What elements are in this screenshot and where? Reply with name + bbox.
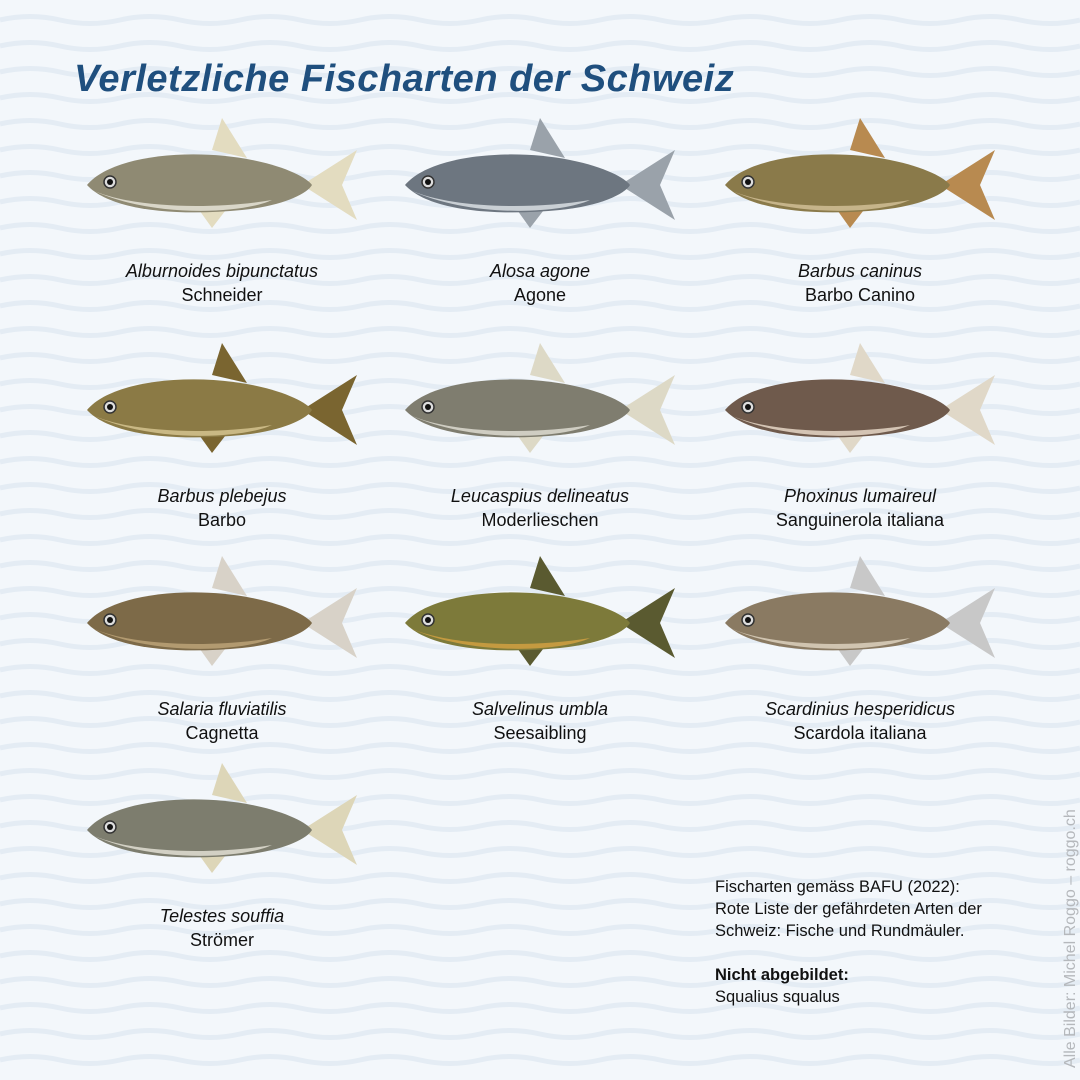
fish-illustration [87, 763, 357, 873]
wave-line [0, 222, 1080, 234]
source-line: Schweiz: Fische und Rundmäuler. [715, 922, 965, 940]
wave-line [0, 742, 1080, 754]
wave-line [0, 1028, 1080, 1040]
wave-line [0, 326, 1080, 338]
wave-line [0, 950, 1080, 962]
wave-line [0, 976, 1080, 988]
fish-card: Barbus caninus Barbo Canino [700, 110, 1020, 307]
species-latin-name: Leucaspius delineatus [450, 486, 630, 506]
wave-line [0, 300, 1080, 312]
fish-illustration [87, 118, 357, 228]
not-shown-species: Squalius squalus [715, 988, 840, 1006]
species-latin-name: Alosa agone [489, 261, 591, 281]
species-latin-name: Barbus caninus [797, 261, 923, 281]
species-common-name: Barbo Canino [804, 285, 916, 305]
page-title: Verletzliche Fischarten der Schweiz [74, 58, 735, 100]
species-latin-name: Phoxinus lumaireul [783, 486, 937, 506]
species-common-name: Schneider [181, 285, 263, 305]
species-latin-name: Scardinius hesperidicus [764, 699, 956, 719]
fish-illustration [87, 343, 357, 453]
wave-line [0, 92, 1080, 104]
fish-card: Leucaspius delineatus Moderlieschen [380, 335, 700, 532]
fish-illustration [405, 118, 675, 228]
species-latin-name: Telestes souffia [159, 906, 285, 926]
wave-line [0, 716, 1080, 728]
species-common-name: Sanguinerola italiana [775, 510, 945, 530]
wave-line [0, 664, 1080, 676]
wave-line [0, 768, 1080, 780]
wave-line [0, 14, 1080, 26]
wave-line [0, 66, 1080, 78]
fish-card: Barbus plebejus Barbo [62, 335, 382, 532]
species-latin-name: Salvelinus umbla [471, 699, 609, 719]
wave-line [0, 872, 1080, 884]
source-line: Fischarten gemäss BAFU (2022): [715, 878, 960, 896]
wave-line [0, 456, 1080, 468]
fish-illustration [725, 556, 995, 666]
wave-line [0, 508, 1080, 520]
wave-line [0, 924, 1080, 936]
wave-line [0, 898, 1080, 910]
species-common-name: Agone [513, 285, 567, 305]
wave-line [0, 40, 1080, 52]
wave-line [0, 482, 1080, 494]
fish-card: Scardinius hesperidicus Scardola italian… [700, 548, 1020, 745]
wave-line [0, 586, 1080, 598]
fish-card: Telestes souffia Strömer [62, 755, 382, 952]
not-shown-heading: Nicht abgebildet: [715, 966, 849, 984]
fish-card: Alosa agone Agone [380, 110, 700, 307]
fish-illustration [87, 556, 357, 666]
fish-illustration [405, 556, 675, 666]
wave-line [0, 534, 1080, 546]
fish-illustration [725, 343, 995, 453]
wave-line [0, 274, 1080, 286]
fish-card: Salaria fluviatilis Cagnetta [62, 548, 382, 745]
fish-card: Alburnoides bipunctatus Schneider [62, 110, 382, 307]
fish-card: Salvelinus umbla Seesaibling [380, 548, 700, 745]
wave-line [0, 248, 1080, 260]
species-common-name: Seesaibling [493, 723, 587, 743]
wave-line [0, 690, 1080, 702]
source-line: Rote Liste der gefährdeten Arten der [715, 900, 982, 918]
species-latin-name: Alburnoides bipunctatus [125, 261, 319, 281]
wave-line [0, 1054, 1080, 1066]
fish-card: Phoxinus lumaireul Sanguinerola italiana [700, 335, 1020, 532]
fish-illustration [405, 343, 675, 453]
photo-credit: Alle Bilder: Michel Roggo – roggo.ch [1062, 809, 1079, 1068]
species-common-name: Cagnetta [185, 723, 259, 743]
wave-line [0, 1002, 1080, 1014]
species-common-name: Barbo [197, 510, 247, 530]
species-common-name: Moderlieschen [481, 510, 599, 530]
source-note: Fischarten gemäss BAFU (2022): Rote List… [715, 876, 982, 1008]
species-common-name: Strömer [189, 930, 254, 950]
fish-illustration [725, 118, 995, 228]
species-latin-name: Barbus plebejus [157, 486, 287, 506]
species-common-name: Scardola italiana [793, 723, 927, 743]
species-latin-name: Salaria fluviatilis [157, 699, 287, 719]
